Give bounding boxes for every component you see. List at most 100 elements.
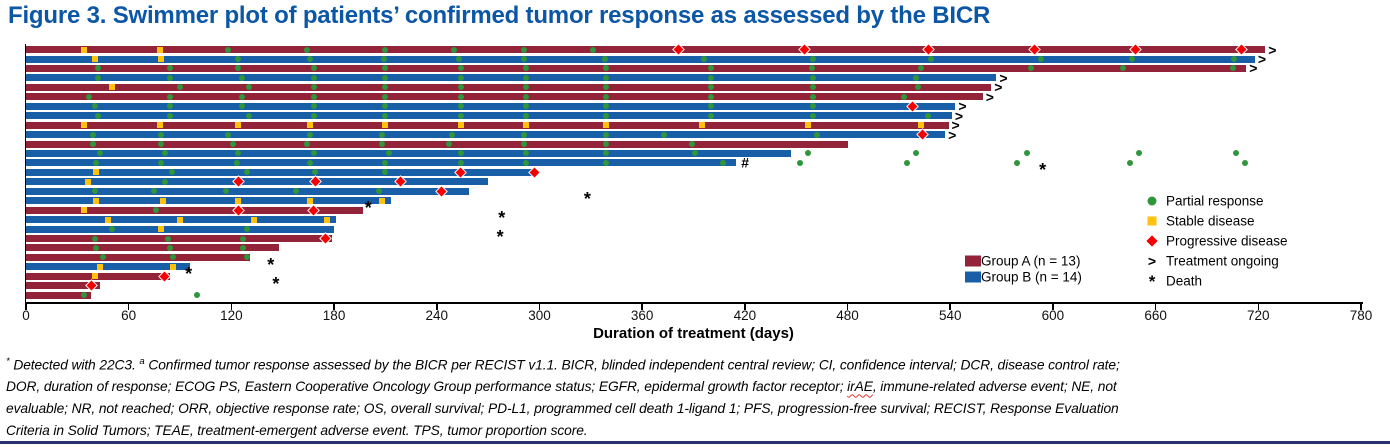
- partial-response-marker: [94, 74, 101, 81]
- partial-response-marker: [310, 150, 317, 157]
- legend-label: Death: [1166, 273, 1203, 289]
- partial-response-marker: [457, 150, 464, 157]
- partial-response-marker: [522, 74, 529, 81]
- partial-response-marker: [1231, 56, 1238, 62]
- partial-response-marker: [235, 65, 242, 72]
- partial-response-marker: [225, 46, 231, 53]
- partial-response-marker: [603, 131, 610, 138]
- partial-response-marker: [522, 112, 529, 119]
- partial-response-marker: [450, 46, 457, 53]
- partial-response-marker: [382, 93, 389, 100]
- partial-response-marker: [1128, 56, 1135, 62]
- legend-label: Group A (n = 13): [981, 253, 1081, 269]
- post-treatment-response-marker: [796, 159, 803, 166]
- death-marker: *: [583, 188, 591, 209]
- partial-response-marker: [603, 65, 610, 72]
- footnote-line: * Detected with 22C3. a Confirmed tumor …: [6, 356, 1120, 373]
- partial-response-marker: [310, 84, 317, 91]
- stable-disease-icon: [1147, 216, 1157, 226]
- swimmer-bar-row-23: [26, 253, 251, 261]
- treatment-ongoing-icon: >: [1147, 253, 1157, 269]
- x-axis-tick-label: 660: [1144, 308, 1167, 323]
- partial-response-marker: [240, 244, 247, 251]
- swimmer-bar-row-11: [26, 140, 848, 148]
- x-axis-tick: [230, 303, 233, 310]
- partial-response-marker: [307, 131, 314, 138]
- x-axis-tick: [1257, 303, 1260, 310]
- partial-response-marker: [151, 188, 158, 195]
- partial-response-marker: [521, 46, 528, 53]
- stable-disease-marker: [81, 46, 88, 53]
- post-treatment-response-marker: [1126, 159, 1133, 166]
- x-axis-tick: [25, 303, 27, 310]
- post-treatment-response-marker: [1233, 150, 1240, 157]
- death-marker: *: [267, 254, 275, 275]
- partial-response-marker: [700, 56, 707, 62]
- x-axis-tick-label: 780: [1349, 308, 1373, 323]
- partial-response-marker: [457, 74, 464, 81]
- partial-response-marker: [380, 56, 387, 62]
- treatment-ongoing-marker: >: [985, 88, 994, 105]
- post-treatment-response-marker: [1014, 159, 1020, 166]
- partial-response-marker: [166, 65, 173, 72]
- partial-response-marker: [457, 93, 464, 100]
- partial-response-marker: [166, 112, 173, 119]
- partial-response-marker: [603, 74, 610, 81]
- hash-marker: #: [741, 154, 750, 171]
- partial-response-marker: [522, 65, 529, 72]
- partial-response-marker: [303, 46, 310, 53]
- post-treatment-response-marker: [1024, 150, 1031, 157]
- partial-response-marker: [901, 93, 907, 100]
- x-axis-tick-label: 360: [630, 308, 654, 323]
- bottom-divider-rule: [0, 441, 1390, 444]
- partial-response-marker: [603, 103, 610, 110]
- stable-disease-marker: [522, 122, 529, 129]
- partial-response-marker: [93, 244, 100, 251]
- group-b-swatch: [965, 271, 981, 283]
- treatment-ongoing-marker: >: [999, 69, 1008, 86]
- stable-disease-marker: [91, 273, 98, 280]
- partial-response-marker: [108, 226, 115, 232]
- x-axis-tick-label: 240: [425, 308, 449, 323]
- swimmer-bar-row-4: [26, 74, 997, 82]
- treatment-ongoing-marker: >: [948, 126, 957, 143]
- partial-response-marker: [810, 56, 817, 62]
- legend-item-death: * Death: [1149, 271, 1322, 291]
- stable-disease-marker: [156, 122, 163, 129]
- partial-response-marker: [238, 93, 245, 100]
- partial-response-marker: [382, 74, 389, 81]
- swimmer-bar-row-27: [26, 291, 91, 299]
- partial-response-marker: [161, 150, 168, 157]
- swimmer-bar-row-15: [26, 178, 489, 186]
- partial-response-marker: [707, 93, 714, 100]
- partial-response-marker: [303, 141, 310, 147]
- partial-response-marker: [810, 74, 817, 81]
- partial-response-marker: [235, 150, 242, 157]
- partial-response-marker: [1037, 56, 1044, 62]
- swimmer-bar-row-6: [26, 93, 983, 101]
- swimmer-bar-row-13: [26, 159, 737, 167]
- x-axis-tick-label: 120: [220, 308, 243, 323]
- partial-response-marker: [603, 141, 610, 147]
- figure-title: Figure 3. Swimmer plot of patients’ conf…: [8, 2, 991, 29]
- partial-response-marker: [382, 103, 389, 110]
- post-treatment-response-marker: [805, 150, 812, 157]
- x-axis-tick-label: 180: [322, 308, 346, 323]
- swimmer-bar-row-12: [26, 149, 792, 157]
- partial-response-marker: [925, 112, 931, 119]
- stable-disease-marker: [156, 46, 163, 53]
- swimmer-bar-row-16: [26, 187, 470, 195]
- partial-response-marker: [238, 74, 245, 81]
- partial-response-marker: [307, 159, 314, 166]
- treatment-ongoing-marker: >: [958, 98, 967, 115]
- death-marker: *: [185, 264, 193, 285]
- partial-response-marker: [93, 159, 100, 166]
- x-axis-tick: [846, 303, 849, 310]
- figure-footnote: * Detected with 22C3. a Confirmed tumor …: [6, 351, 1388, 442]
- partial-response-marker: [810, 112, 817, 119]
- x-axis-tick: [333, 303, 335, 310]
- post-treatment-response-marker: [913, 150, 919, 157]
- partial-response-marker: [522, 93, 529, 100]
- partial-response-marker: [310, 103, 317, 110]
- treatment-ongoing-marker: >: [1249, 60, 1258, 77]
